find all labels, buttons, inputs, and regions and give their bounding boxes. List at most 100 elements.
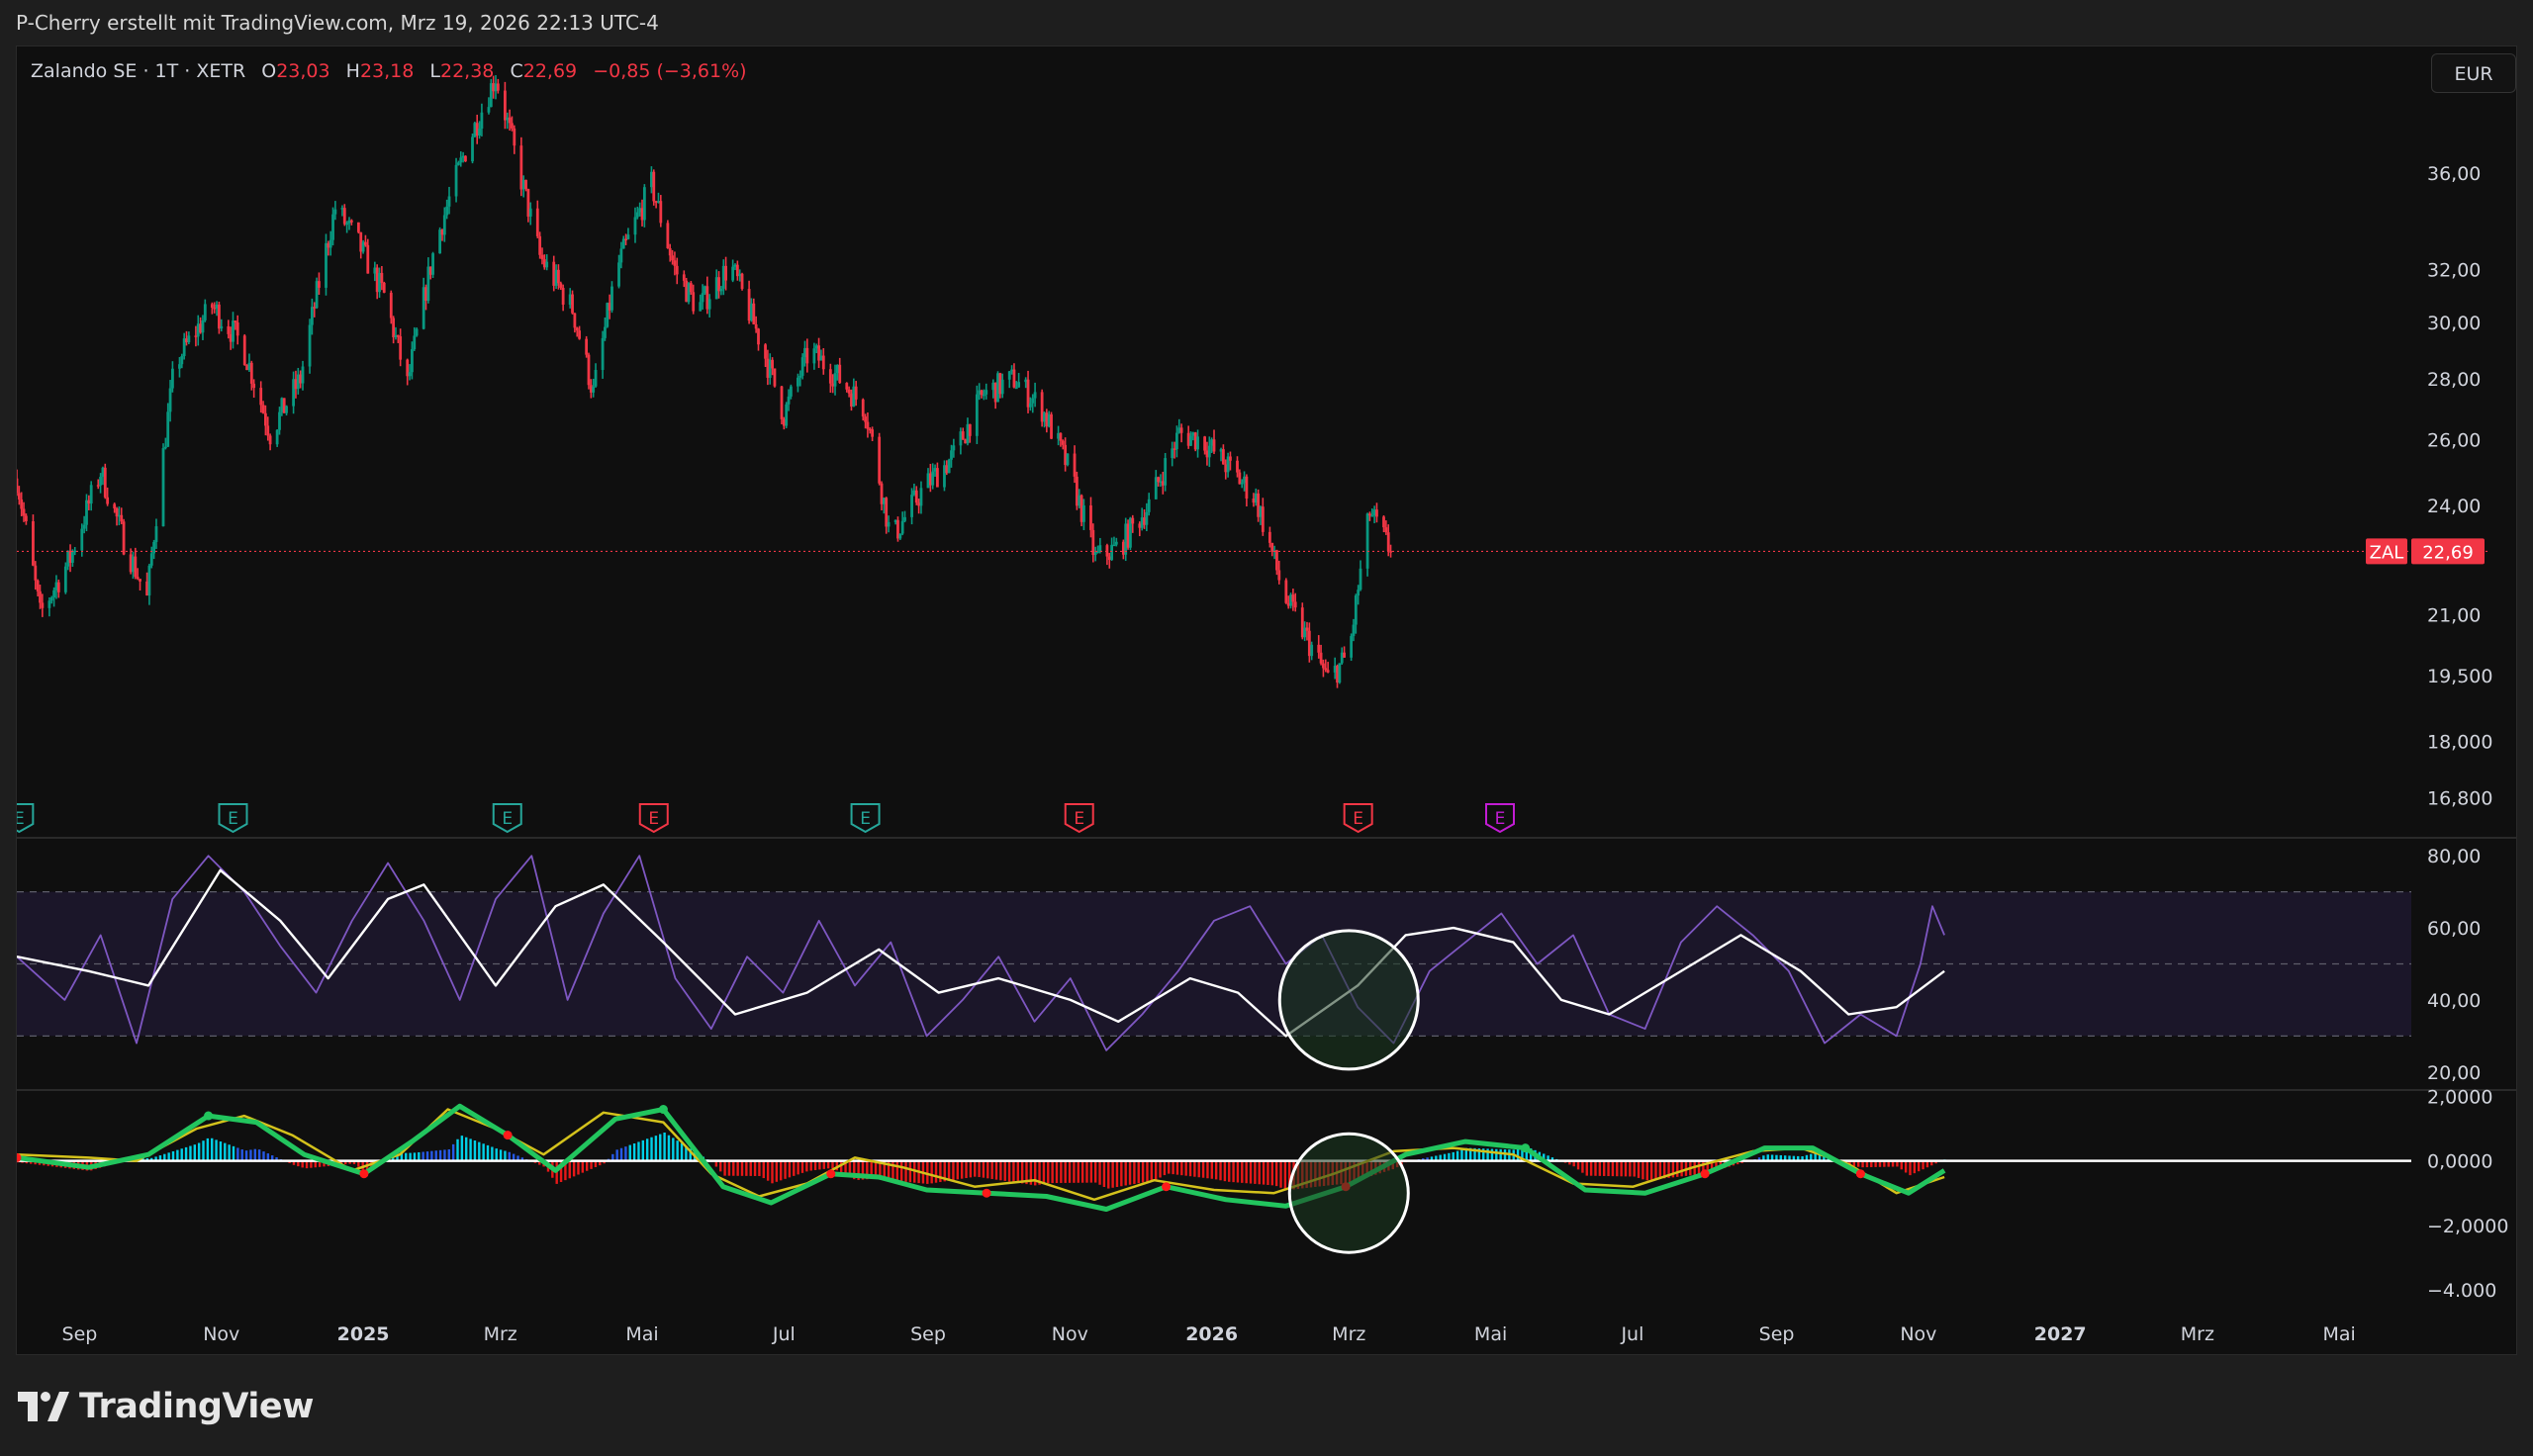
candle-body — [1012, 369, 1016, 388]
oscillator-histogram-bar — [822, 1160, 825, 1169]
oscillator-histogram-bar — [740, 1160, 744, 1176]
price-tag-ticker-bg — [2366, 538, 2407, 565]
candle-body — [893, 519, 897, 522]
candle-body — [735, 264, 739, 277]
candle-body — [70, 550, 74, 563]
candle-body — [768, 359, 772, 378]
oscillator-histogram-bar — [943, 1160, 946, 1182]
candle-body — [1057, 432, 1060, 439]
candle-body — [1291, 594, 1295, 602]
oscillator-histogram-bar — [1460, 1149, 1463, 1161]
oscillator-histogram-bar — [1891, 1160, 1895, 1167]
candle-body — [280, 398, 284, 412]
oscillator-histogram-bar — [443, 1149, 446, 1161]
candle-body — [327, 242, 330, 248]
oscillator-histogram-bar — [206, 1138, 210, 1161]
candle-body — [1303, 627, 1307, 638]
oscillator-histogram-bar — [184, 1146, 188, 1161]
candle-body — [528, 208, 532, 217]
oscillator-histogram-bar — [1697, 1160, 1701, 1175]
candle-body — [185, 338, 188, 343]
chart-canvas[interactable]: ZAL 22,69 E E E E E E E E 36,00 32,00 30,00 28,00 26,… — [17, 46, 2516, 1354]
earnings-marker[interactable]: E — [1064, 803, 1094, 834]
oscillator-histogram-bar — [154, 1156, 157, 1161]
oscillator-histogram-bar — [418, 1151, 421, 1161]
candle-body — [1289, 594, 1292, 606]
candle-body — [1107, 556, 1111, 561]
candle-body — [1275, 550, 1278, 571]
candle-body — [210, 304, 214, 309]
candle-body — [1043, 412, 1046, 422]
oscillator-histogram-bar — [310, 1160, 313, 1168]
candle-body — [1310, 644, 1314, 657]
candle-body — [975, 394, 979, 436]
oscillator-histogram-bar — [430, 1150, 433, 1161]
candle-body — [912, 490, 916, 496]
oscillator-histogram-bar — [732, 1160, 735, 1176]
candle-body — [328, 239, 332, 248]
oscillator-histogram-bar — [1077, 1160, 1079, 1183]
oscillator-histogram-bar — [1611, 1160, 1615, 1177]
oscillator-histogram-bar — [1607, 1160, 1610, 1177]
currency-selector[interactable]: EUR — [2431, 53, 2516, 93]
candle-body — [652, 171, 656, 202]
earnings-marker[interactable]: E — [1343, 803, 1373, 834]
oscillator-histogram-bar — [1137, 1160, 1140, 1184]
oscillator-histogram-bar — [357, 1160, 360, 1167]
price-axis-tick: 16,800 — [2427, 788, 2492, 810]
earnings-marker[interactable]: E — [1484, 803, 1515, 834]
earnings-marker[interactable]: E — [638, 803, 669, 834]
candle-body — [538, 235, 542, 255]
candle-body — [1382, 516, 1385, 528]
candle-body — [73, 550, 77, 553]
price-axis-tick: 32,00 — [2427, 259, 2481, 281]
candle-body — [1154, 477, 1158, 500]
oscillator-histogram-bar — [1779, 1154, 1783, 1161]
candle-body — [333, 209, 337, 215]
oscillator-histogram-bar — [581, 1160, 585, 1173]
oscillator-histogram-bar — [564, 1160, 567, 1181]
oscillator-histogram-bar — [1175, 1160, 1179, 1175]
rsi-line — [17, 855, 1945, 1051]
oscillator-histogram-bar — [1124, 1160, 1127, 1186]
candle-body — [1050, 413, 1053, 439]
oscillator-histogram-bar — [1128, 1160, 1132, 1185]
oscillator-histogram-bar — [1098, 1160, 1101, 1185]
candle-body — [724, 265, 728, 281]
candle-body — [885, 498, 889, 527]
candle-body — [364, 241, 367, 245]
candle-body — [201, 319, 205, 333]
earnings-marker[interactable]: E — [850, 803, 881, 834]
candle-body — [1126, 523, 1130, 548]
candle-body — [36, 580, 40, 592]
chart-area[interactable]: ZAL 22,69 E E E E E E E E 36,00 32,00 30,00 28,00 26,… — [16, 46, 2517, 1355]
candle-body — [903, 516, 906, 521]
earnings-badge — [1343, 803, 1373, 834]
candle-body — [96, 485, 100, 487]
candle-body — [424, 287, 427, 302]
oscillator-histogram-bar — [826, 1160, 830, 1169]
oscillator-histogram-bar — [758, 1160, 761, 1177]
oscillator-histogram-bar — [1029, 1160, 1033, 1185]
oscillator-histogram-bar — [1210, 1160, 1214, 1179]
earnings-marker[interactable]: E — [218, 803, 248, 834]
oscillator-histogram-bar — [460, 1136, 464, 1161]
candle-body — [1096, 551, 1099, 553]
oscillator-histogram-bar — [1430, 1156, 1434, 1161]
candle-body — [707, 299, 711, 310]
candle-body — [378, 272, 381, 293]
oscillator-histogram-bar — [405, 1152, 408, 1161]
earnings-label: E — [17, 809, 25, 829]
candle-body — [764, 344, 767, 359]
oscillator-axis-tick: −4.000 — [2427, 1280, 2496, 1302]
candle-body — [617, 262, 620, 287]
candle-body — [494, 83, 498, 92]
candle-body — [41, 602, 45, 608]
candle-body — [819, 355, 823, 361]
oscillator-histogram-bar — [797, 1160, 799, 1175]
earnings-marker[interactable]: E — [17, 803, 35, 834]
earnings-marker[interactable]: E — [492, 803, 522, 834]
oscillator-cross-dot — [1521, 1143, 1531, 1153]
oscillator-histogram-bar — [632, 1143, 636, 1161]
candle-body — [910, 495, 913, 517]
